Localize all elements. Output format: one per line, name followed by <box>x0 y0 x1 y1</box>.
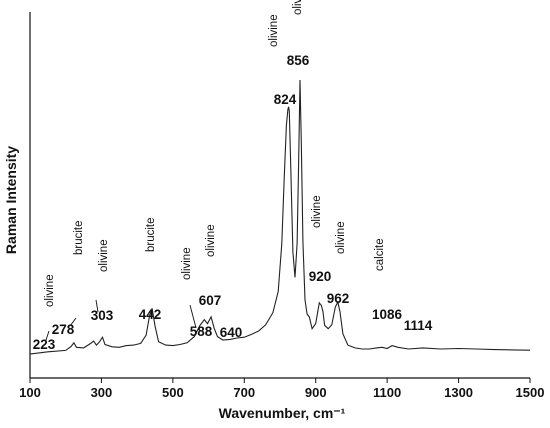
x-axis-ticks <box>29 378 531 383</box>
peak-wavenumber-label: 824 <box>274 92 297 107</box>
peak-leader-line <box>45 330 50 341</box>
peak-mineral-label: brucite <box>73 220 85 255</box>
peak-annotation-1086: 1086 calcite <box>372 238 403 322</box>
peak-wavenumber-label: 588 <box>190 324 213 339</box>
peak-mineral-label: olivine <box>292 0 304 15</box>
peak-mineral-label: calcite <box>374 238 386 271</box>
x-tick-label: 300 <box>91 385 113 400</box>
raman-spectrum-line <box>29 79 531 355</box>
peak-wavenumber-label: 1114 <box>404 318 433 333</box>
peak-wavenumber-label: 303 <box>91 308 114 323</box>
peak-annotation-303: 303 olivine <box>91 239 114 323</box>
x-tick-label: 700 <box>233 385 255 400</box>
peak-annotation-607: 607 olivine <box>199 224 222 308</box>
plot-frame <box>29 12 530 379</box>
peak-annotation-278: 278 brucite <box>52 220 85 337</box>
peak-wavenumber-label: 640 <box>220 325 243 340</box>
peak-annotation-1114: 1114 <box>404 318 433 333</box>
peak-annotation-588: 588 olivine <box>181 247 213 339</box>
y-axis-title: Raman Intensity <box>3 146 19 254</box>
peak-wavenumber-label: 607 <box>199 293 222 308</box>
x-tick-label: 1300 <box>444 385 473 400</box>
peak-annotation-824: 824 olivine <box>268 14 297 107</box>
peak-annotation-442: 442 brucite <box>139 217 162 322</box>
peak-leader-line <box>95 299 99 313</box>
peak-wavenumber-label: 442 <box>139 307 162 322</box>
peak-mineral-label: olivine <box>268 14 280 47</box>
peak-leader-line <box>69 317 77 327</box>
peak-wavenumber-label: 856 <box>287 53 310 68</box>
peak-annotation-962: 962 olivine <box>327 221 350 306</box>
peak-wavenumber-label: 278 <box>52 322 75 337</box>
peak-mineral-label: olivine <box>181 247 193 280</box>
peak-annotation-223: 223 olivine <box>33 274 56 352</box>
peak-wavenumber-label: 223 <box>33 337 56 352</box>
peak-mineral-label: olivine <box>205 224 217 257</box>
peak-annotation-920: 920 olivine <box>309 195 332 284</box>
x-tick-label: 500 <box>162 385 184 400</box>
peak-mineral-label: olivine <box>98 239 110 272</box>
peak-annotation-856: 856 olivine <box>287 0 310 68</box>
x-tick-label: 1500 <box>516 385 545 400</box>
peak-mineral-label: olivine <box>335 221 347 254</box>
peak-annotations: 223 olivine 278 brucite 303 olivine 442 brucite… <box>33 0 433 352</box>
x-tick-label: 900 <box>305 385 327 400</box>
peak-wavenumber-label: 1086 <box>372 307 403 322</box>
peak-wavenumber-label: 920 <box>309 269 332 284</box>
peak-mineral-label: olivine <box>311 195 323 228</box>
x-axis-title: Wavenumber, cm⁻¹ <box>219 405 346 421</box>
peak-mineral-label: olivine <box>44 274 56 307</box>
peak-wavenumber-label: 962 <box>327 291 350 306</box>
peak-annotation-640: 640 <box>220 325 243 340</box>
x-tick-label: 100 <box>19 385 41 400</box>
peak-mineral-label: brucite <box>145 217 157 252</box>
x-axis-tick-labels: 100 300 500 700 900 1100 1300 1500 <box>19 385 544 400</box>
peak-leader-line <box>189 304 197 329</box>
x-tick-label: 1100 <box>373 385 401 400</box>
